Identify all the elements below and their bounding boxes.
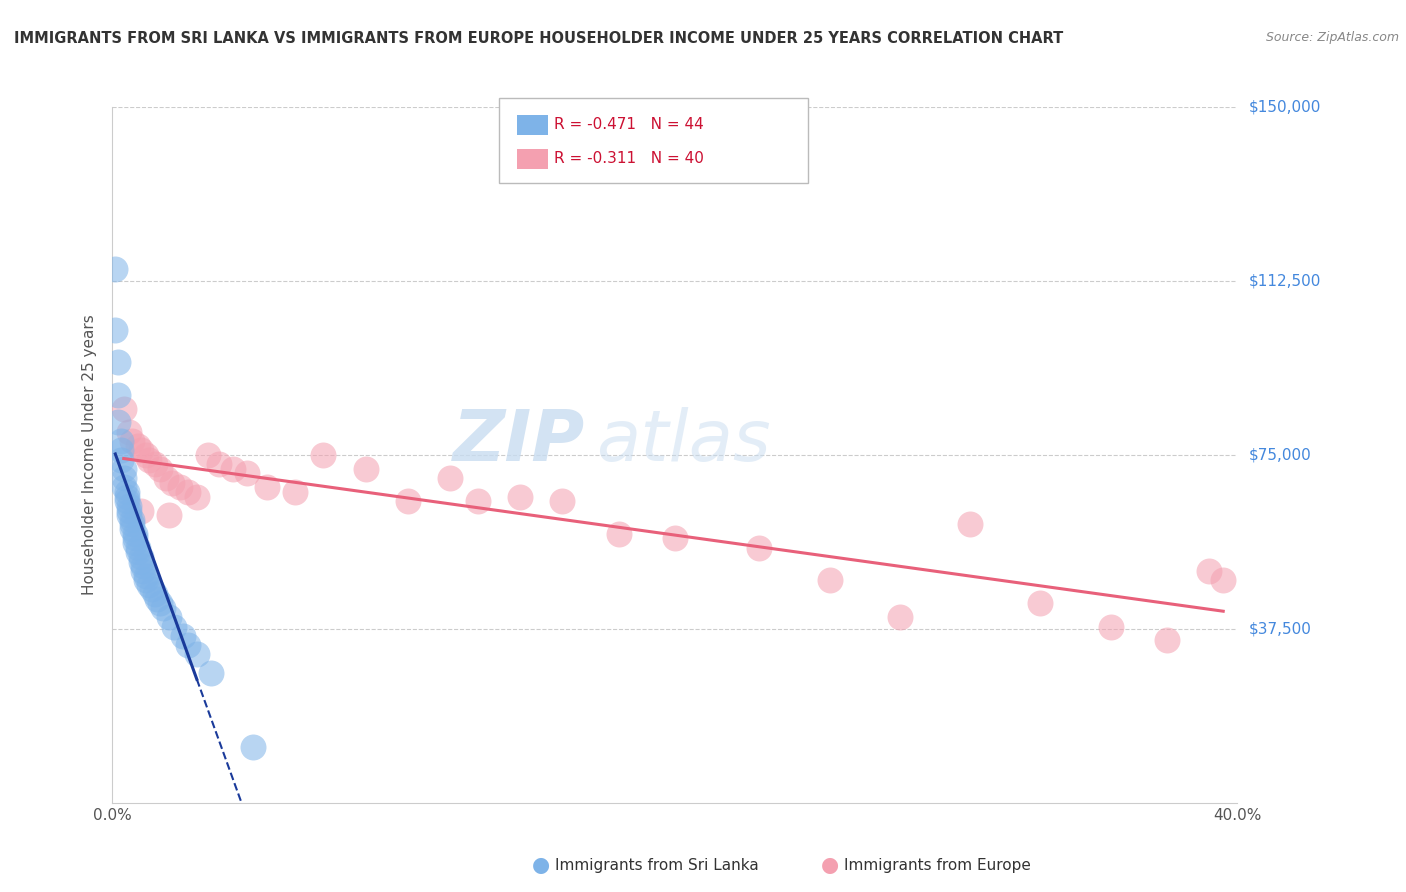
Point — [132, 559, 155, 574]
Point — [124, 532, 146, 546]
Point — [1029, 596, 1052, 610]
Text: R = -0.471   N = 44: R = -0.471 N = 44 — [554, 118, 704, 132]
Point — [509, 490, 531, 504]
Point — [112, 480, 135, 494]
Point — [236, 467, 259, 481]
Point — [354, 462, 377, 476]
Text: Immigrants from Sri Lanka: Immigrants from Sri Lanka — [555, 858, 759, 872]
Point — [163, 619, 186, 633]
Point — [143, 587, 166, 601]
Text: ●: ● — [821, 855, 838, 875]
Point — [118, 503, 141, 517]
Point — [143, 457, 166, 471]
Point — [112, 462, 135, 476]
Point — [551, 494, 574, 508]
Point — [149, 596, 172, 610]
Point — [112, 471, 135, 485]
Point — [141, 582, 163, 597]
Point — [121, 513, 143, 527]
Point — [135, 568, 157, 582]
Point — [200, 665, 222, 680]
Point — [157, 610, 180, 624]
Point — [115, 490, 138, 504]
Point — [160, 475, 183, 490]
Point — [112, 401, 135, 416]
Point — [118, 425, 141, 439]
Point — [889, 610, 911, 624]
Point — [110, 434, 132, 448]
Point — [157, 508, 180, 523]
Point — [110, 443, 132, 458]
Text: IMMIGRANTS FROM SRI LANKA VS IMMIGRANTS FROM EUROPE HOUSEHOLDER INCOME UNDER 25 : IMMIGRANTS FROM SRI LANKA VS IMMIGRANTS … — [14, 31, 1063, 46]
Point — [104, 323, 127, 337]
Point — [121, 434, 143, 448]
Text: $150,000: $150,000 — [1249, 100, 1320, 114]
Point — [396, 494, 419, 508]
Point — [1212, 573, 1234, 587]
Point — [127, 545, 149, 559]
Point — [186, 490, 208, 504]
Text: R = -0.311   N = 40: R = -0.311 N = 40 — [554, 152, 704, 166]
Point — [169, 480, 191, 494]
Point — [748, 541, 770, 555]
Point — [256, 480, 278, 494]
Point — [242, 740, 264, 755]
Point — [121, 517, 143, 532]
Point — [664, 532, 686, 546]
Point — [152, 601, 174, 615]
Point — [138, 578, 160, 592]
Point — [118, 499, 141, 513]
Point — [1156, 633, 1178, 648]
Point — [155, 471, 177, 485]
Point — [118, 508, 141, 523]
Point — [124, 536, 146, 550]
Point — [439, 471, 461, 485]
Point — [197, 448, 219, 462]
Point — [138, 452, 160, 467]
Text: ●: ● — [533, 855, 550, 875]
Point — [115, 494, 138, 508]
Point — [135, 573, 157, 587]
Point — [110, 452, 132, 467]
Point — [121, 522, 143, 536]
Text: $75,000: $75,000 — [1249, 448, 1312, 462]
Point — [129, 549, 152, 564]
Text: $37,500: $37,500 — [1249, 622, 1312, 636]
Point — [129, 555, 152, 569]
Point — [107, 416, 129, 430]
Point — [222, 462, 245, 476]
Point — [1099, 619, 1122, 633]
Point — [135, 448, 157, 462]
Text: $112,500: $112,500 — [1249, 274, 1320, 288]
Point — [959, 517, 981, 532]
Point — [146, 591, 169, 606]
Point — [177, 485, 200, 500]
Point — [177, 638, 200, 652]
Point — [129, 503, 152, 517]
Point — [129, 443, 152, 458]
Point — [127, 439, 149, 453]
Point — [186, 648, 208, 662]
Point — [149, 462, 172, 476]
Point — [104, 262, 127, 277]
Point — [1198, 564, 1220, 578]
Text: Immigrants from Europe: Immigrants from Europe — [844, 858, 1031, 872]
Point — [467, 494, 489, 508]
Point — [124, 526, 146, 541]
Point — [107, 387, 129, 401]
Text: atlas: atlas — [596, 407, 770, 475]
Point — [172, 629, 194, 643]
Point — [127, 541, 149, 555]
Point — [208, 457, 231, 471]
Text: Source: ZipAtlas.com: Source: ZipAtlas.com — [1265, 31, 1399, 45]
Point — [107, 355, 129, 369]
Point — [284, 485, 307, 500]
Point — [607, 526, 630, 541]
Y-axis label: Householder Income Under 25 years: Householder Income Under 25 years — [82, 315, 97, 595]
Text: ZIP: ZIP — [453, 407, 585, 475]
Point — [132, 564, 155, 578]
Point — [818, 573, 841, 587]
Point — [312, 448, 335, 462]
Point — [115, 485, 138, 500]
